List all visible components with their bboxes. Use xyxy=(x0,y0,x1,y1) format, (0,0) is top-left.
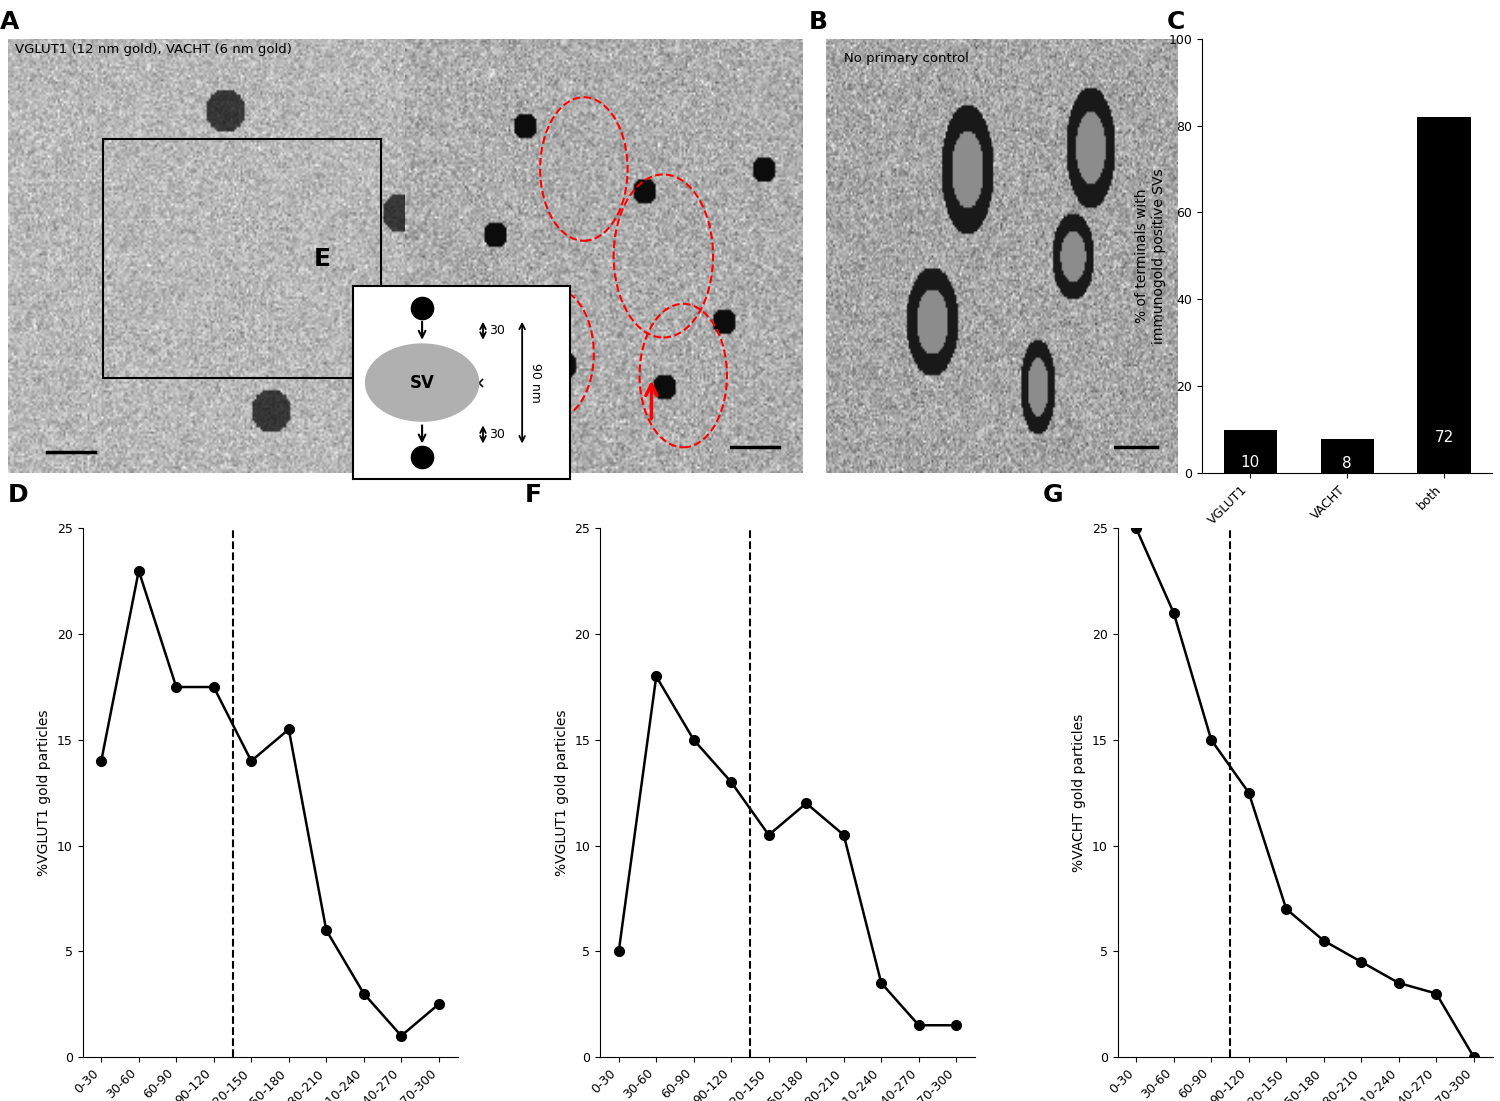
Text: 8: 8 xyxy=(1342,456,1352,470)
Text: G: G xyxy=(1042,483,1064,508)
Bar xyxy=(104,139,381,378)
Text: A: A xyxy=(0,10,20,34)
Text: B: B xyxy=(808,10,828,34)
Text: 30: 30 xyxy=(489,428,506,442)
Text: 30: 30 xyxy=(489,324,506,337)
Y-axis label: %VACHT gold particles: %VACHT gold particles xyxy=(1072,713,1086,872)
Text: 90 nm: 90 nm xyxy=(528,362,542,403)
Bar xyxy=(1418,117,1470,473)
Text: 72: 72 xyxy=(1434,429,1454,445)
Y-axis label: % of terminals with
immunogold positive SVs: % of terminals with immunogold positive … xyxy=(1136,168,1166,344)
Text: D: D xyxy=(8,483,28,508)
Circle shape xyxy=(366,345,478,422)
Text: 10: 10 xyxy=(1240,455,1260,470)
Text: E: E xyxy=(314,247,330,271)
Text: F: F xyxy=(525,483,542,508)
Text: VGLUT1 (12 nm gold), VACHT (6 nm gold): VGLUT1 (12 nm gold), VACHT (6 nm gold) xyxy=(15,43,292,56)
Bar xyxy=(1224,430,1276,473)
Y-axis label: %VGLUT1 gold particles: %VGLUT1 gold particles xyxy=(555,709,568,876)
Text: C: C xyxy=(1167,10,1185,34)
Text: No primary control: No primary control xyxy=(844,52,969,65)
Bar xyxy=(1320,438,1374,473)
Text: SV: SV xyxy=(410,373,435,392)
Y-axis label: %VGLUT1 gold particles: %VGLUT1 gold particles xyxy=(38,709,51,876)
